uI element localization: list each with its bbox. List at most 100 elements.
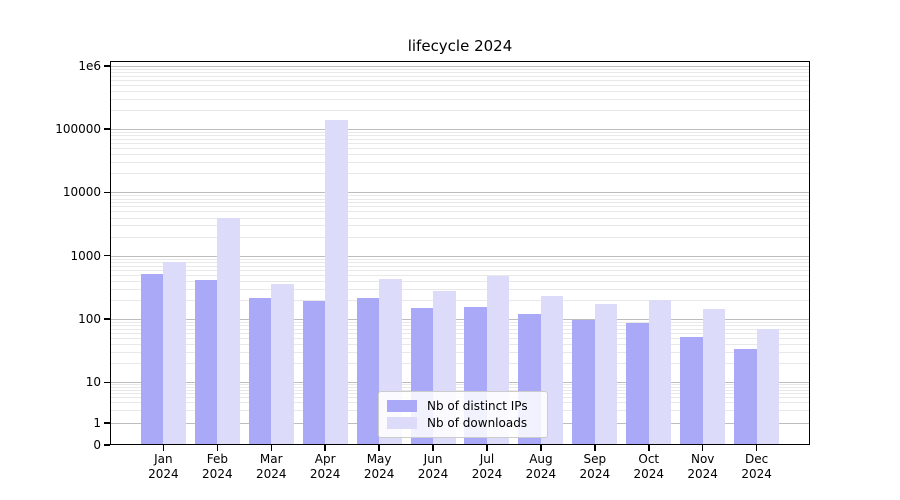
x-axis-tick <box>594 445 596 451</box>
minor-gridline <box>110 321 810 323</box>
bar-downloads-sep <box>594 303 618 445</box>
minor-gridline <box>110 143 810 145</box>
minor-gridline <box>110 299 810 301</box>
minor-gridline <box>110 211 810 213</box>
minor-gridline <box>110 198 810 200</box>
y-axis-tick-label: 1e6 <box>78 58 101 73</box>
bar-downloads-apr <box>325 119 348 445</box>
x-axis-tick-label: May 2024 <box>349 452 409 482</box>
minor-gridline <box>110 217 810 219</box>
y-axis-tick <box>104 128 110 130</box>
minor-gridline <box>110 79 810 81</box>
x-label-year: 2024 <box>525 467 557 481</box>
minor-gridline <box>110 206 810 208</box>
x-axis-tick-label: Oct 2024 <box>619 452 679 482</box>
legend-item-downloads: Nb of downloads <box>387 416 539 430</box>
y-axis-tick-label: 1000 <box>70 248 101 263</box>
x-label-month: Jul <box>479 452 495 466</box>
minor-gridline <box>110 138 810 140</box>
major-gridline <box>110 382 810 384</box>
x-label-month: Dec <box>745 452 769 466</box>
minor-gridline <box>110 363 810 365</box>
major-gridline <box>110 129 810 131</box>
x-axis-tick-label: Nov 2024 <box>673 452 733 482</box>
x-label-month: Feb <box>206 452 228 466</box>
minor-gridline <box>110 68 810 70</box>
minor-gridline <box>110 84 810 86</box>
x-label-year: 2024 <box>202 467 233 481</box>
minor-gridline <box>110 274 810 276</box>
minor-gridline <box>110 173 810 175</box>
x-label-year: 2024 <box>579 467 611 481</box>
minor-gridline <box>110 261 810 263</box>
bar-distinct-ips-jan <box>140 274 164 445</box>
bar-distinct-ips-apr <box>302 300 326 445</box>
bar-downloads-feb <box>217 218 240 445</box>
minor-gridline <box>110 328 810 330</box>
minor-gridline <box>110 110 810 112</box>
minor-gridline <box>110 225 810 227</box>
x-label-year: 2024 <box>363 467 395 481</box>
x-label-year: 2024 <box>471 467 503 481</box>
minor-gridline <box>110 135 810 137</box>
minor-gridline <box>110 325 810 327</box>
minor-gridline <box>110 75 810 77</box>
major-gridline <box>110 65 810 67</box>
x-label-month: Sep <box>583 452 607 466</box>
legend: Nb of distinct IPs Nb of downloads <box>378 391 548 438</box>
y-axis-tick-label: 1 <box>93 416 101 430</box>
x-label-month: Nov <box>690 452 715 466</box>
x-label-month: Apr <box>314 452 336 466</box>
minor-gridline <box>110 195 810 197</box>
minor-gridline <box>110 344 810 346</box>
minor-gridline <box>110 386 810 388</box>
x-label-year: 2024 <box>148 467 179 481</box>
x-label-month: Oct <box>638 452 660 466</box>
bar-distinct-ips-dec <box>734 348 757 445</box>
x-axis-tick-label: Aug 2024 <box>511 452 571 482</box>
x-axis-tick <box>378 445 380 451</box>
minor-gridline <box>110 258 810 260</box>
minor-gridline <box>110 236 810 238</box>
chart-title: lifecycle 2024 <box>407 37 513 55</box>
x-axis-tick-label: Jul 2024 <box>457 452 517 482</box>
x-axis-tick <box>648 445 650 451</box>
bar-distinct-ips-nov <box>680 336 703 445</box>
x-axis-tick <box>486 445 488 451</box>
x-label-month: Jan <box>154 452 173 466</box>
minor-gridline <box>110 131 810 133</box>
x-label-month: Aug <box>529 452 553 466</box>
legend-item-distinct-ips: Nb of distinct IPs <box>387 399 539 413</box>
plot-area <box>110 61 810 445</box>
x-label-month: Mar <box>259 452 283 466</box>
minor-gridline <box>110 202 810 204</box>
minor-gridline <box>110 384 810 386</box>
x-axis-tick <box>701 445 704 451</box>
y-axis-tick-label: 0 <box>93 438 101 452</box>
bar-downloads-dec <box>756 328 780 445</box>
bar-distinct-ips-oct <box>626 323 649 445</box>
major-gridline <box>110 192 810 194</box>
x-label-year: 2024 <box>741 467 772 481</box>
x-axis-tick <box>324 445 326 451</box>
bar-distinct-ips-mar <box>248 297 272 445</box>
minor-gridline <box>110 265 810 267</box>
x-label-month: Jun <box>423 452 443 466</box>
y-axis-tick-label: 10 <box>85 375 101 390</box>
y-axis-tick-label: 10000 <box>62 185 101 200</box>
legend-swatch-distinct-ips <box>387 400 417 412</box>
x-axis-tick <box>755 445 758 451</box>
legend-label-distinct-ips: Nb of distinct IPs <box>427 399 528 413</box>
minor-gridline <box>110 338 810 340</box>
bar-distinct-ips-sep <box>572 320 595 445</box>
bar-downloads-mar <box>271 283 294 445</box>
x-axis-tick-label: Jun 2024 <box>403 452 463 482</box>
y-axis-tick <box>104 191 110 194</box>
minor-gridline <box>110 98 810 100</box>
minor-gridline <box>110 71 810 73</box>
x-label-year: 2024 <box>309 467 341 481</box>
bar-downloads-jan <box>163 261 186 445</box>
x-axis-tick-label: Jan 2024 <box>133 452 193 482</box>
x-axis-tick-label: Apr 2024 <box>295 452 355 482</box>
